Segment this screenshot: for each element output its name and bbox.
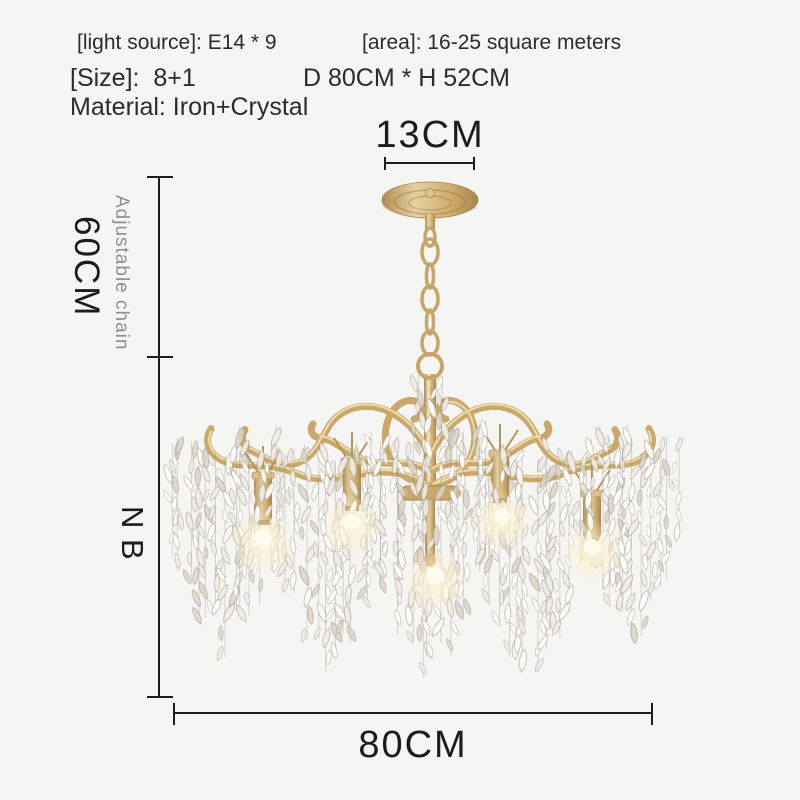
tick [473, 157, 475, 170]
tick [651, 703, 653, 725]
spec-size-value: D 80CM * H 52CM [303, 64, 510, 92]
tick [173, 703, 175, 725]
canopy-and-chain [381, 181, 479, 490]
dim-line-canopy-width [384, 157, 475, 170]
tick [384, 157, 386, 170]
spec-size-label: [Size]: 8+1 [70, 64, 196, 92]
tick [147, 356, 173, 358]
dim-line-height [147, 176, 173, 698]
spec-light-source: [light source]: E14 * 9 [77, 31, 277, 54]
tick [147, 176, 173, 178]
dim-line-fixture-width [173, 703, 653, 725]
light-glows [229, 489, 624, 615]
tick [147, 696, 173, 698]
dim-label-chain-note: Adjustable chain [111, 195, 132, 351]
dim-label-body-mark: N B [115, 506, 150, 561]
dim-label-chain-length: 60CM [67, 216, 106, 318]
dim-label-fixture-width: 80CM [358, 724, 468, 766]
spec-area: [area]: 16-25 square meters [362, 31, 622, 54]
dim-label-canopy-width: 13CM [375, 114, 485, 156]
spec-material: Material: Iron+Crystal [70, 93, 309, 121]
